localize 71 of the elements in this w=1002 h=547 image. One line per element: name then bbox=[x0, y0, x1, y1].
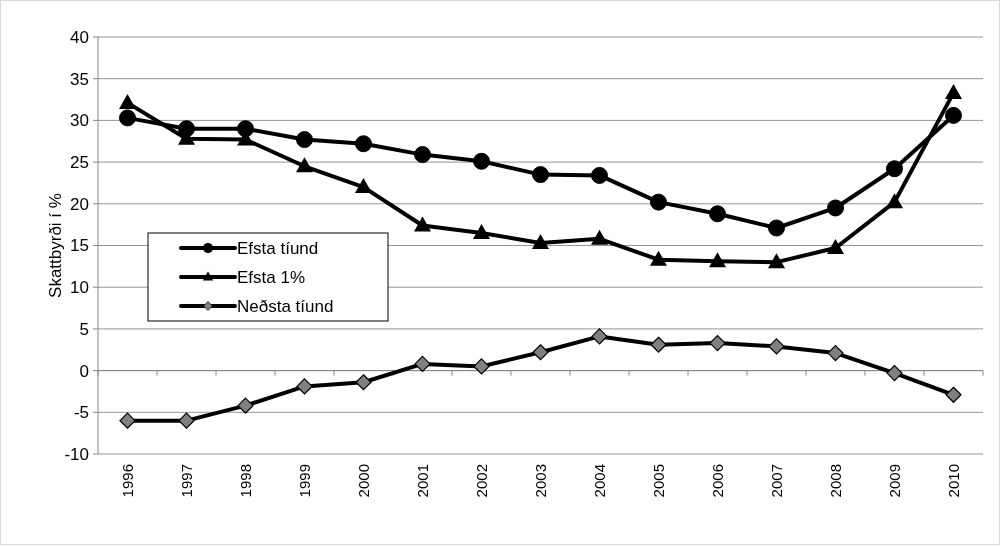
legend-label: Neðsta tíund bbox=[237, 296, 334, 316]
point bbox=[414, 355, 431, 373]
y-tick-label: 40 bbox=[70, 27, 89, 47]
point bbox=[414, 216, 431, 232]
point bbox=[119, 93, 136, 109]
y-tick-label: 35 bbox=[70, 69, 89, 89]
point bbox=[827, 344, 844, 362]
point bbox=[532, 344, 549, 361]
point bbox=[296, 131, 313, 149]
point bbox=[709, 334, 726, 352]
y-tick-label: 10 bbox=[70, 278, 89, 298]
point bbox=[296, 378, 313, 395]
x-tick-label: 2006 bbox=[708, 464, 726, 498]
point bbox=[532, 234, 549, 249]
x-tick-label: 1999 bbox=[295, 464, 313, 498]
point bbox=[709, 205, 726, 223]
x-tick-label: 2009 bbox=[885, 464, 903, 498]
point bbox=[886, 365, 903, 382]
x-tick-label: 1998 bbox=[236, 464, 254, 498]
point bbox=[650, 250, 667, 266]
y-tick-label: 15 bbox=[70, 236, 89, 256]
x-tick-label: 2008 bbox=[826, 464, 844, 498]
legend-label: Efsta tíund bbox=[237, 238, 319, 258]
point bbox=[119, 412, 136, 429]
x-tick-label: 2001 bbox=[413, 464, 431, 498]
point bbox=[945, 83, 962, 99]
point bbox=[768, 338, 785, 355]
point bbox=[355, 178, 372, 194]
y-tick-label: -10 bbox=[64, 444, 89, 464]
x-tick-label: 1997 bbox=[177, 464, 195, 498]
y-axis-title: Skattbyrði í % bbox=[46, 193, 65, 298]
point bbox=[768, 219, 785, 237]
point bbox=[945, 386, 962, 403]
y-tick-label: -5 bbox=[73, 403, 89, 423]
point bbox=[827, 239, 844, 254]
x-tick-label: 2005 bbox=[649, 464, 667, 498]
point bbox=[355, 135, 372, 153]
point bbox=[178, 412, 195, 429]
legend-label: Efsta 1% bbox=[237, 267, 306, 287]
point bbox=[886, 193, 903, 209]
y-tick-label: 20 bbox=[70, 194, 89, 214]
x-tick-label: 2000 bbox=[354, 464, 372, 498]
x-tick-label: 2003 bbox=[531, 464, 549, 498]
point bbox=[945, 106, 962, 124]
y-tick-label: 5 bbox=[79, 319, 89, 339]
point bbox=[355, 374, 372, 391]
y-tick-label: 25 bbox=[70, 153, 89, 173]
point bbox=[237, 397, 254, 414]
point bbox=[473, 358, 490, 375]
point bbox=[414, 146, 431, 164]
y-tick-label: 30 bbox=[70, 111, 89, 131]
point bbox=[119, 109, 136, 127]
point bbox=[886, 160, 903, 178]
point bbox=[709, 252, 726, 268]
point bbox=[768, 253, 785, 269]
x-tick-label: 2002 bbox=[472, 464, 490, 498]
point bbox=[473, 152, 490, 170]
point bbox=[591, 166, 608, 184]
point bbox=[296, 157, 313, 173]
point bbox=[827, 199, 844, 217]
x-tick-label: 2007 bbox=[767, 464, 785, 498]
x-tick-label: 1996 bbox=[118, 464, 136, 498]
point bbox=[591, 328, 608, 345]
y-tick-label: 0 bbox=[79, 361, 89, 381]
point bbox=[650, 336, 667, 353]
point bbox=[591, 229, 608, 245]
point bbox=[532, 166, 549, 184]
x-tick-label: 2010 bbox=[944, 464, 962, 498]
point bbox=[650, 193, 667, 211]
x-tick-label: 2004 bbox=[590, 464, 608, 498]
point bbox=[473, 223, 490, 239]
